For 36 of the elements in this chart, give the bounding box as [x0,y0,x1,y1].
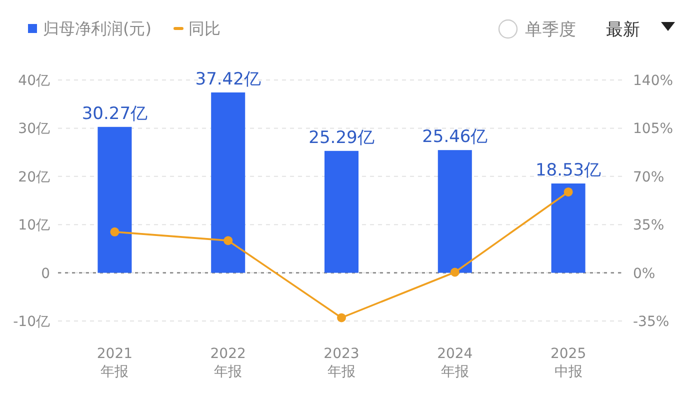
x-tick-label: 2022 年报 [210,346,246,380]
text: 最新 [606,20,640,40]
y-tick-label: 10亿 [18,218,50,234]
bar [551,183,586,273]
point [450,268,460,277]
y-tick-label: 20亿 [18,169,50,186]
bar [98,126,132,273]
y-tick-label: 40亿 [18,73,50,89]
point [337,313,346,322]
y-tick-label: 30亿 [18,121,50,138]
bar [211,92,246,273]
point [224,236,233,246]
data-label: 37.42亿 [195,69,261,90]
x-tick-label: 2021 年报 [96,346,133,380]
bar [438,150,472,273]
bar [324,150,359,273]
point [110,227,120,236]
data-label: 25.46亿 [422,127,488,148]
data-label: 30.27亿 [82,104,148,124]
y2-tick-label: 70% [633,169,664,186]
y2-tick-label: 0% [633,266,656,282]
y2-tick-label: 105% [633,121,674,138]
x-tick-label: 2023 年报 [324,346,360,380]
y2-tick-label: -35% [633,314,670,330]
x-tick-label: 2024 年报 [437,346,473,380]
y-tick-label: 0 [41,266,50,282]
y2-tick-label: 35% [633,218,664,234]
legend-label: 归母净利润(元) [43,19,152,38]
text: 单季度 [525,20,576,40]
data-label: 25.29亿 [308,128,374,148]
point [564,187,573,196]
y2-tick-label: 140% [633,73,674,89]
y-tick-label: -10亿 [13,314,50,330]
legend-label: 同比 [188,19,220,38]
data-label: 18.53亿 [535,160,602,180]
x-tick-label: 2025 中报 [550,346,586,380]
